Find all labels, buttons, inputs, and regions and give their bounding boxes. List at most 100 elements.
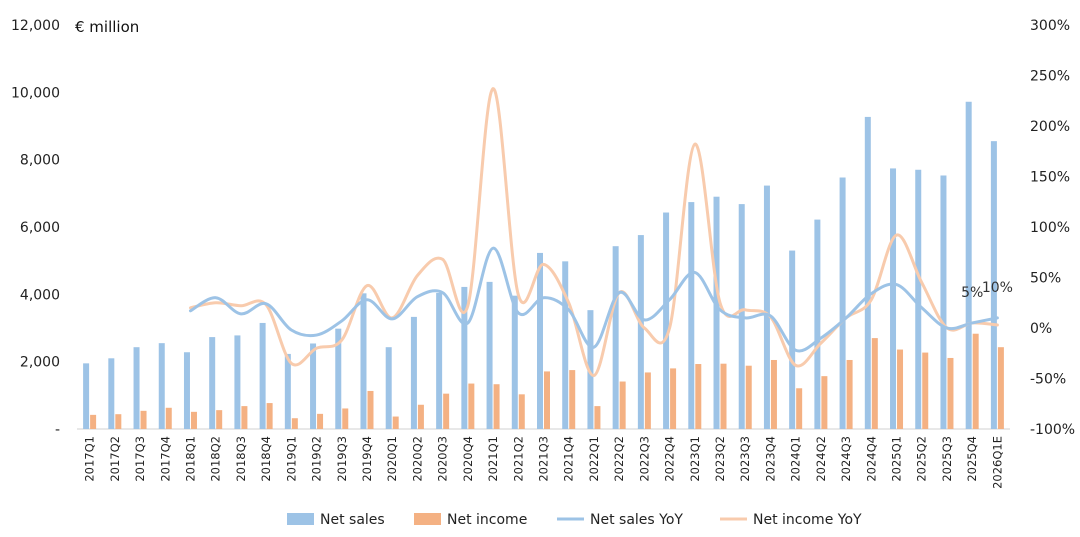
net-income-bar bbox=[140, 410, 147, 429]
net-sales-bar bbox=[385, 347, 392, 429]
x-tick-label: 2019Q4 bbox=[360, 436, 374, 482]
x-tick-label: 2018Q2 bbox=[209, 436, 223, 482]
x-tick-label: 2017Q3 bbox=[133, 436, 147, 482]
net-income-bar bbox=[165, 407, 172, 429]
net-income-bar bbox=[922, 352, 929, 429]
net-sales-bar bbox=[864, 116, 871, 429]
right-tick-label: -100% bbox=[1030, 422, 1075, 438]
net-income-bar bbox=[871, 338, 878, 429]
net-income-bar bbox=[241, 406, 248, 429]
net-sales-bar bbox=[108, 358, 115, 429]
legend-label: Net income YoY bbox=[753, 512, 862, 528]
net-sales-bar bbox=[310, 343, 317, 429]
net-sales-bar bbox=[713, 196, 720, 429]
x-tick-label: 2019Q3 bbox=[335, 436, 349, 482]
x-tick-label: 2021Q2 bbox=[511, 436, 525, 482]
net-sales-bar bbox=[360, 293, 367, 429]
right-tick-label: 150% bbox=[1030, 170, 1070, 186]
x-tick-label: 2023Q4 bbox=[763, 436, 777, 482]
x-tick-label: 2023Q2 bbox=[713, 436, 727, 482]
left-axis-ticks: - 2,000 4,000 6,000 8,000 10,000 12,000 bbox=[11, 18, 60, 438]
data-label: 10% bbox=[982, 280, 1013, 296]
x-tick-label: 2018Q4 bbox=[259, 436, 273, 482]
x-tick-label: 2021Q1 bbox=[486, 436, 500, 482]
legend-label: Net sales bbox=[320, 512, 385, 528]
x-axis-ticks: 2017Q1 2017Q2 2017Q3 2017Q4 2018Q1 2018Q2 2018… bbox=[83, 436, 1005, 489]
net-sales-bar bbox=[890, 168, 897, 430]
net-income-bar bbox=[619, 381, 626, 429]
left-tick-label: 12,000 bbox=[11, 18, 60, 34]
net-income-bar bbox=[745, 365, 752, 429]
x-tick-label: 2025Q1 bbox=[890, 436, 904, 482]
net-income-bar bbox=[266, 403, 273, 429]
net-sales-bar bbox=[587, 310, 594, 429]
net-income-bar bbox=[821, 376, 828, 429]
x-tick-label: 2020Q3 bbox=[436, 436, 450, 482]
net-sales-bar bbox=[486, 281, 493, 429]
right-tick-label: 300% bbox=[1030, 18, 1070, 34]
net-sales-bar bbox=[410, 316, 417, 429]
net-sales-bar bbox=[612, 246, 619, 429]
net-sales-bar bbox=[436, 292, 443, 429]
x-tick-label: 2019Q2 bbox=[310, 436, 324, 482]
left-tick-label: 2,000 bbox=[20, 355, 60, 371]
net-sales-bar bbox=[259, 322, 266, 429]
net-income-bar bbox=[770, 359, 777, 429]
net-income-bar bbox=[544, 371, 550, 429]
bars-group bbox=[83, 101, 1004, 430]
net-income-bar bbox=[115, 414, 122, 429]
net-income-bar bbox=[644, 372, 651, 429]
x-tick-label: 2020Q2 bbox=[410, 436, 424, 482]
net-income-bar bbox=[392, 416, 399, 429]
x-tick-label: 2025Q3 bbox=[940, 436, 954, 482]
net-sales-bar bbox=[663, 212, 670, 429]
net-sales-bar bbox=[335, 328, 342, 429]
x-tick-label: 2017Q4 bbox=[158, 436, 172, 482]
net-income-bar bbox=[720, 363, 727, 429]
net-sales-bar bbox=[915, 169, 922, 429]
net-sales-bar bbox=[183, 352, 190, 429]
right-tick-label: 0% bbox=[1030, 321, 1052, 337]
net-sales-bar bbox=[461, 286, 468, 429]
net-income-yoy-line bbox=[188, 87, 999, 377]
left-tick-label: 10,000 bbox=[11, 85, 60, 101]
x-tick-label: 2026Q1E bbox=[990, 436, 1004, 489]
legend: Net sales Net income Net sales YoY Net inco… bbox=[287, 512, 862, 528]
x-tick-label: 2021Q4 bbox=[562, 436, 576, 482]
left-tick-label: - bbox=[55, 422, 60, 438]
right-tick-label: 50% bbox=[1030, 271, 1061, 287]
x-tick-label: 2023Q1 bbox=[688, 436, 702, 482]
net-sales-bar bbox=[562, 261, 569, 429]
x-tick-label: 2018Q1 bbox=[183, 436, 197, 482]
net-income-bar bbox=[443, 393, 450, 429]
right-tick-label: 200% bbox=[1030, 119, 1070, 135]
net-sales-bar bbox=[965, 101, 972, 429]
y-axis-unit-label: € million bbox=[75, 18, 139, 36]
net-sales-bar bbox=[133, 347, 140, 429]
net-sales-bar bbox=[688, 202, 695, 429]
data-label: 5% bbox=[961, 285, 983, 301]
x-tick-label: 2025Q2 bbox=[915, 436, 929, 482]
net-sales-bar bbox=[234, 335, 241, 429]
annotations-group: 5%10% bbox=[961, 280, 1013, 301]
net-income-bar bbox=[367, 390, 374, 429]
net-sales-bar bbox=[763, 185, 770, 429]
x-tick-label: 2024Q2 bbox=[814, 436, 828, 482]
left-tick-label: 6,000 bbox=[20, 220, 60, 236]
net-sales-bar bbox=[284, 353, 291, 429]
net-sales-bar bbox=[637, 235, 644, 429]
net-income-bar bbox=[291, 418, 298, 429]
x-tick-label: 2024Q1 bbox=[789, 436, 803, 482]
net-sales-bar bbox=[839, 177, 846, 429]
net-sales-bar bbox=[511, 295, 518, 429]
net-income-bar bbox=[518, 394, 525, 429]
legend-label: Net sales YoY bbox=[590, 512, 683, 528]
right-tick-label: 100% bbox=[1030, 220, 1070, 236]
net-income-bar bbox=[216, 410, 223, 429]
legend-label: Net income bbox=[447, 512, 527, 528]
net-sales-yoy-line bbox=[188, 246, 999, 353]
net-income-bar bbox=[997, 347, 1004, 429]
x-tick-label: 2021Q3 bbox=[537, 436, 551, 482]
net-income-bar bbox=[493, 384, 500, 429]
